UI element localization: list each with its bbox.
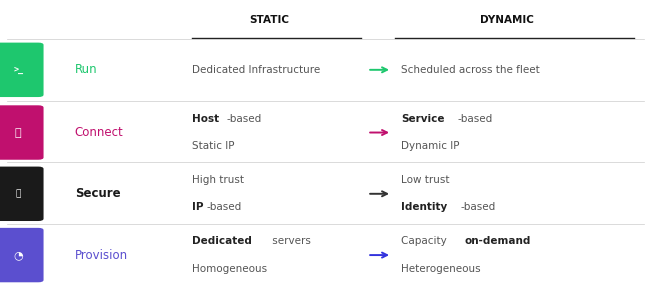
Text: -based: -based: [461, 202, 496, 213]
FancyBboxPatch shape: [0, 228, 44, 282]
Text: IP: IP: [192, 202, 203, 213]
Text: Service: Service: [401, 114, 445, 124]
Text: STATIC: STATIC: [250, 15, 290, 25]
Text: -based: -based: [207, 202, 242, 213]
Text: -based: -based: [457, 114, 493, 124]
Text: Connect: Connect: [75, 126, 124, 139]
Text: Low trust: Low trust: [401, 175, 450, 185]
Text: Scheduled across the fleet: Scheduled across the fleet: [401, 65, 540, 75]
Text: Dedicated: Dedicated: [192, 236, 252, 247]
Text: High trust: High trust: [192, 175, 244, 185]
Text: Heterogeneous: Heterogeneous: [401, 264, 481, 274]
Text: Secure: Secure: [75, 187, 120, 200]
Text: Provision: Provision: [75, 249, 128, 262]
Text: Dynamic IP: Dynamic IP: [401, 141, 460, 151]
Text: servers: servers: [269, 236, 311, 247]
Text: 🔒: 🔒: [16, 189, 21, 198]
Text: Capacity: Capacity: [401, 236, 450, 247]
Text: >_: >_: [13, 65, 23, 74]
Text: ⭡: ⭡: [15, 127, 21, 138]
Text: Run: Run: [75, 63, 98, 76]
FancyBboxPatch shape: [0, 105, 44, 160]
Text: ◔: ◔: [13, 250, 23, 260]
Text: Dedicated Infrastructure: Dedicated Infrastructure: [192, 65, 320, 75]
FancyBboxPatch shape: [0, 42, 44, 97]
Text: -based: -based: [227, 114, 262, 124]
Text: Homogeneous: Homogeneous: [192, 264, 267, 274]
Text: Host: Host: [192, 114, 219, 124]
Text: Identity: Identity: [401, 202, 447, 213]
Text: Static IP: Static IP: [192, 141, 234, 151]
Text: DYNAMIC: DYNAMIC: [480, 15, 534, 25]
FancyBboxPatch shape: [0, 166, 44, 221]
Text: on-demand: on-demand: [464, 236, 530, 247]
